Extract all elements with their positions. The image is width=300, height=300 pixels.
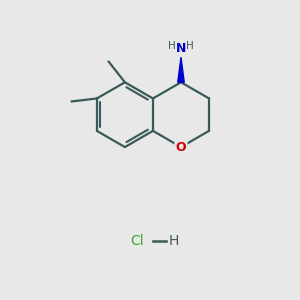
Text: N: N (176, 42, 186, 55)
Polygon shape (178, 57, 184, 82)
Text: Cl: Cl (130, 234, 144, 248)
Text: H: H (186, 41, 194, 51)
Text: H: H (168, 41, 176, 51)
Text: H: H (168, 234, 179, 248)
Text: O: O (176, 141, 186, 154)
